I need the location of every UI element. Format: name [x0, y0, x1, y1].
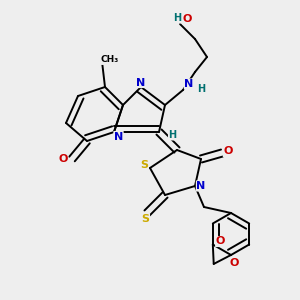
Text: N: N: [196, 181, 206, 191]
Text: O: O: [58, 154, 68, 164]
Text: O: O: [183, 14, 192, 25]
Text: H: H: [168, 130, 177, 140]
Text: N: N: [114, 131, 123, 142]
Text: S: S: [140, 160, 148, 170]
Text: H: H: [197, 83, 205, 94]
Text: S: S: [142, 214, 149, 224]
Text: N: N: [184, 79, 194, 89]
Text: N: N: [136, 77, 146, 88]
Text: O: O: [229, 257, 239, 268]
Text: CH₃: CH₃: [100, 56, 118, 64]
Text: O: O: [216, 236, 225, 247]
Text: H: H: [173, 13, 181, 23]
Text: O: O: [223, 146, 233, 157]
